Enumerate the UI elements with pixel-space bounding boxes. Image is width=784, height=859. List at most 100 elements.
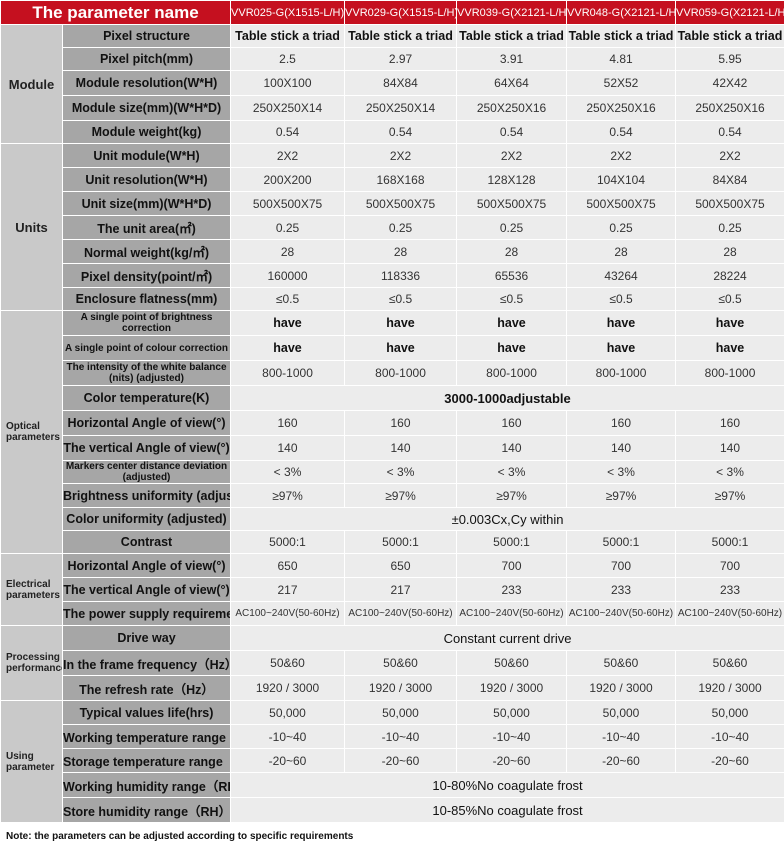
value-cell: 5000:1 — [230, 530, 346, 554]
value-cell: 160 — [675, 410, 784, 436]
value-cell: 140 — [675, 435, 784, 461]
table-row: Module Pixel structure Table stick a triad… — [0, 24, 784, 144]
value-cell: 1920 / 3000 — [456, 675, 568, 701]
parameter-label: Color uniformity (adjusted) — [61, 507, 232, 531]
value-cell: 160 — [344, 410, 458, 436]
value-cell: 50,000 — [344, 700, 458, 725]
value-cell: ≥97% — [344, 483, 458, 508]
value-cell: AC100~240V(50-60Hz) — [675, 601, 784, 626]
value-cell: 0.25 — [566, 215, 677, 240]
value-cell: 28224 — [675, 263, 784, 288]
header-row: The parameter name VVR025-G(X1515-L/H) V… — [0, 0, 784, 25]
parameter-label: Drive way — [61, 625, 232, 651]
model-header: VVR039-G(X2121-L/H) — [456, 0, 568, 25]
value-cell: 2X2 — [675, 143, 784, 168]
parameter-label: Pixel density(point/㎡) — [61, 263, 232, 288]
value-cell: 5000:1 — [344, 530, 458, 554]
value-cell: 500X500X75 — [344, 191, 458, 216]
value-cell: ≤0.5 — [456, 287, 568, 311]
value-cell: 50&60 — [456, 650, 568, 676]
value-cell: 500X500X75 — [230, 191, 346, 216]
section-label: Electrical parameters — [0, 553, 63, 626]
value-cell: -20~60 — [456, 748, 568, 773]
section-label: Units — [0, 143, 63, 311]
parameter-label: The power supply requirements — [61, 601, 232, 626]
value-cell: 1920 / 3000 — [230, 675, 346, 701]
table-row: The vertical Angle of view(°) 217 217 233 23… — [1, 577, 784, 602]
value-cell: 500X500X75 — [675, 191, 784, 216]
parameter-label: Unit size(mm)(W*H*D) — [61, 191, 232, 216]
value-cell: 140 — [456, 435, 568, 461]
parameter-label: In the frame frequency（Hz） — [61, 650, 232, 676]
value-cell: 800-1000 — [675, 360, 784, 386]
value-cell: 118336 — [344, 263, 458, 288]
value-cell: ≤0.5 — [344, 287, 458, 311]
table-row: The power supply requirements AC100~240V(… — [1, 601, 784, 626]
value-cell: 0.25 — [344, 215, 458, 240]
value-cell: -10~40 — [566, 724, 677, 749]
value-cell: < 3% — [344, 460, 458, 484]
spec-table: The parameter name VVR025-G(X1515-L/H) V… — [0, 0, 784, 823]
parameter-label: Brightness uniformity (adjusted) — [61, 483, 232, 508]
table-row: Units Unit module(W*H) 2X2 2X2 2X2 2X2 2X2 — [0, 143, 784, 311]
value-cell: 800-1000 — [566, 360, 677, 386]
value-cell: 1920 / 3000 — [675, 675, 784, 701]
parameter-label: Module weight(kg) — [61, 120, 232, 144]
value-cell: 128X128 — [456, 167, 568, 192]
value-cell: 0.54 — [566, 120, 677, 144]
value-cell: ≤0.5 — [230, 287, 346, 311]
value-cell: 160 — [456, 410, 568, 436]
value-cell: -20~60 — [230, 748, 346, 773]
value-cell: 5000:1 — [456, 530, 568, 554]
table-row: Working humidity range（RH） 10-80%No coagu… — [1, 772, 784, 798]
parameter-label: Pixel pitch(mm) — [61, 47, 232, 71]
value-cell: 28 — [230, 239, 346, 264]
table-row: Electrical parameters Horizontal Angle of… — [0, 553, 784, 626]
value-cell: 50,000 — [566, 700, 677, 725]
value-cell: 650 — [230, 553, 346, 578]
value-cell: 0.54 — [456, 120, 568, 144]
value-cell: 140 — [566, 435, 677, 461]
table-row: Markers center distance deviation (adjus… — [1, 460, 784, 484]
value-cell: 84X84 — [675, 167, 784, 192]
value-cell: 160 — [566, 410, 677, 436]
section-label: Optical parameters — [0, 310, 63, 554]
value-cell: 200X200 — [230, 167, 346, 192]
value-cell: 84X84 — [344, 70, 458, 96]
value-cell: -20~60 — [675, 748, 784, 773]
merged-value: ±0.003Cx,Cy within — [230, 507, 784, 531]
merged-value: Constant current drive — [230, 625, 784, 651]
table-row: Pixel pitch(mm) 2.5 2.97 3.91 4.81 5.95 — [1, 47, 784, 71]
value-cell: 700 — [456, 553, 568, 578]
parameter-label: Unit resolution(W*H) — [61, 167, 232, 192]
value-cell: ≥97% — [456, 483, 568, 508]
table-row: Module resolution(W*H) 100X100 84X84 64X64 5… — [1, 70, 784, 96]
value-cell: 250X250X14 — [230, 95, 346, 121]
value-cell: 800-1000 — [230, 360, 346, 386]
parameter-label: The vertical Angle of view(°) — [61, 435, 232, 461]
value-cell: 64X64 — [456, 70, 568, 96]
value-cell: 160000 — [230, 263, 346, 288]
parameter-label: Color temperature(K) — [61, 385, 232, 411]
value-cell: have — [566, 310, 677, 336]
table-row: Storage temperature range（℃）-20~60-20~60… — [1, 748, 784, 773]
value-cell: 50,000 — [675, 700, 784, 725]
table-row: Module size(mm)(W*H*D) 250X250X14 250X250X… — [1, 95, 784, 121]
parameter-label: Module resolution(W*H) — [61, 70, 232, 96]
parameter-label: The vertical Angle of view(°) — [61, 577, 232, 602]
model-header: VVR025-G(X1515-L/H) — [230, 0, 346, 25]
parameter-label: Markers center distance deviation (adjus… — [61, 460, 232, 484]
parameter-label: Typical values life(hrs) — [61, 700, 232, 725]
value-cell: 2.97 — [344, 47, 458, 71]
table-row: Optical parameters A single point of brig… — [0, 310, 784, 554]
value-cell: have — [230, 310, 346, 336]
value-cell: 217 — [344, 577, 458, 602]
value-cell: 250X250X16 — [675, 95, 784, 121]
parameter-label: Working temperature range（℃） — [61, 724, 232, 749]
parameter-label: A single point of brightness correction — [61, 310, 232, 336]
table-row: Color temperature(K) 3000-1000adjustable — [1, 385, 784, 411]
model-header: VVR048-G(X2121-L/H) — [566, 0, 677, 25]
value-cell: 28 — [456, 239, 568, 264]
value-cell: Table stick a triad — [566, 24, 677, 48]
value-cell: 50&60 — [230, 650, 346, 676]
